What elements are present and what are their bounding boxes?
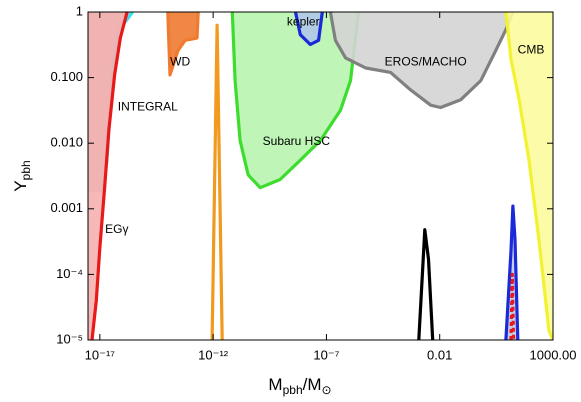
region-label: EGγ xyxy=(105,222,128,236)
x-label-main: M xyxy=(268,375,282,394)
x-label-main2: /M xyxy=(303,375,322,394)
region-fill xyxy=(167,12,199,75)
y-axis-label: Ypbh xyxy=(11,160,33,191)
region-label: Subaru HSC xyxy=(263,134,331,148)
y-label-main: Y xyxy=(11,180,30,191)
region-fill xyxy=(330,12,513,108)
region-edge xyxy=(504,12,553,340)
y-tick-label: 10⁻⁴ xyxy=(56,266,83,281)
region-label: EROS/MACHO xyxy=(385,55,467,69)
x-tick-label: 10⁻¹² xyxy=(198,347,229,362)
region-edge xyxy=(328,12,515,110)
region-edge xyxy=(230,12,361,190)
region-fill xyxy=(232,12,359,188)
region-label: kepler xyxy=(287,14,320,28)
y-tick-label: 1 xyxy=(76,3,83,18)
x-tick-label: 1000.00 xyxy=(530,347,577,362)
x-label-sub: pbh xyxy=(283,383,303,397)
x-tick-label: 10⁻¹⁷ xyxy=(85,347,116,362)
region-edge xyxy=(417,228,435,340)
x-label-sub2: ⊙ xyxy=(322,383,332,397)
y-label-sub: pbh xyxy=(19,160,33,180)
x-axis-label: Mpbh/M⊙ xyxy=(268,375,331,397)
region-edge xyxy=(166,12,200,77)
region-edge xyxy=(509,272,516,340)
region-edge xyxy=(210,23,224,340)
region-label: INTEGRAL xyxy=(118,100,178,114)
x-tick-label: 10⁻⁷ xyxy=(313,347,339,362)
region-edge xyxy=(504,204,520,340)
y-tick-label: 0.010 xyxy=(50,135,83,150)
region-label: CMB xyxy=(518,43,545,57)
region-label: WD xyxy=(170,55,190,69)
y-tick-label: 0.001 xyxy=(50,200,83,215)
plot-area xyxy=(88,12,553,340)
region-edge xyxy=(90,12,129,340)
region-edge xyxy=(293,12,324,47)
y-tick-label: 0.100 xyxy=(50,69,83,84)
plot-frame xyxy=(87,11,554,341)
y-tick-label: 10⁻⁵ xyxy=(56,331,83,346)
x-tick-label: 0.01 xyxy=(427,347,452,362)
